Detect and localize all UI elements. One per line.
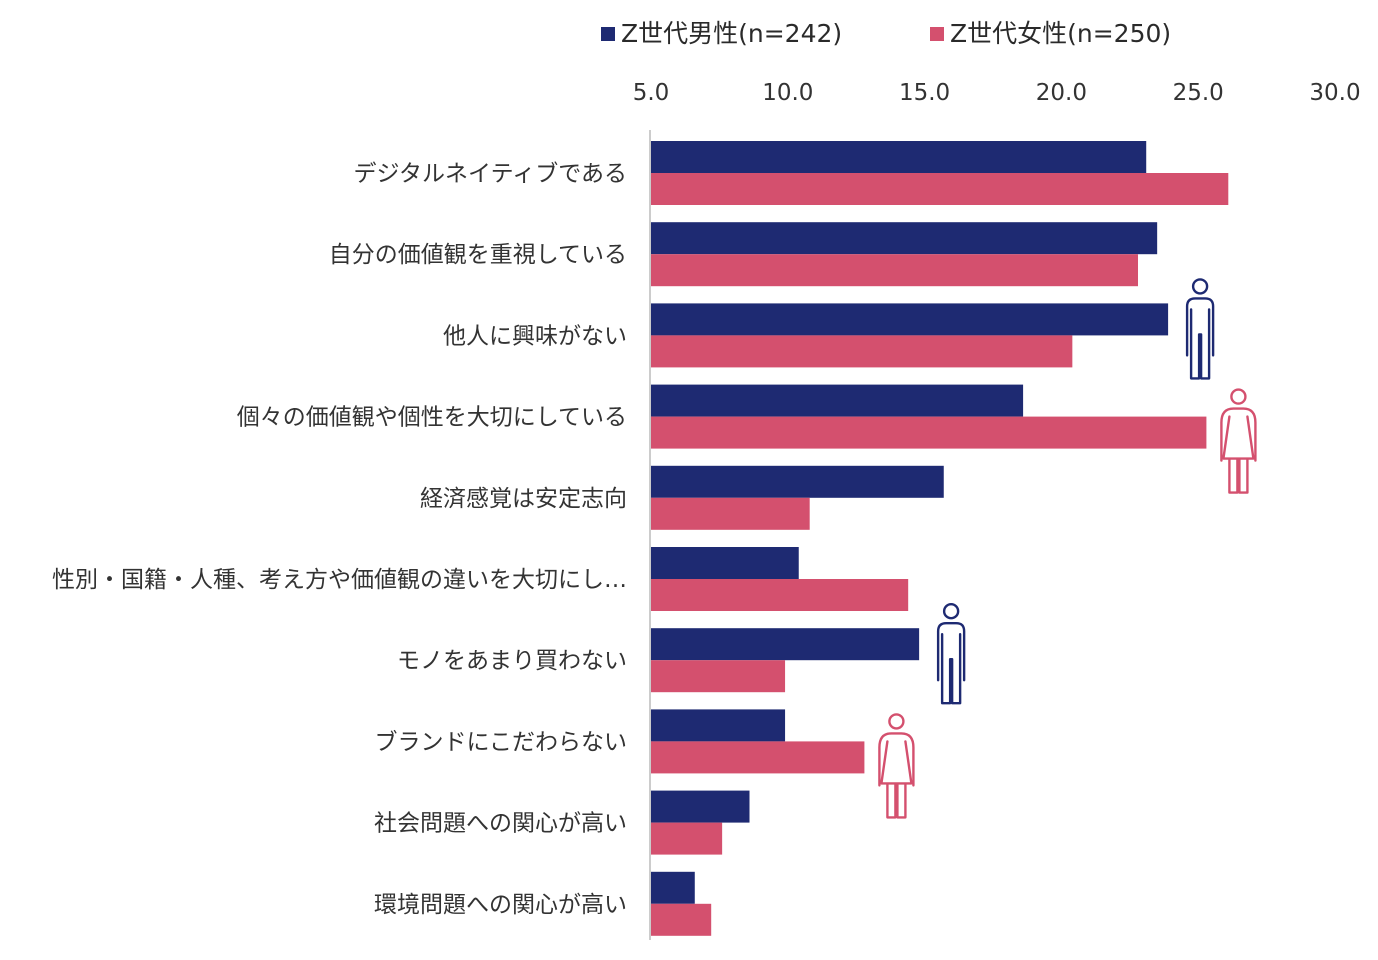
x-tick-label: 10.0 [762, 80, 813, 106]
legend-swatch-0 [601, 27, 615, 41]
legend: Z世代男性(n=242) Z世代女性(n=250) [601, 19, 1171, 48]
category-label: デジタルネイティブである [354, 161, 627, 187]
female-figure-icon [1220, 388, 1257, 494]
female-bar [651, 416, 1207, 449]
x-tick-label: 5.0 [633, 80, 670, 106]
male-bar [651, 547, 799, 579]
male-figure-icon [936, 603, 966, 705]
x-axis-ticks: 5.0 10.0 15.0 20.0 25.0 30.0 [633, 80, 1361, 106]
female-bar [651, 903, 712, 936]
x-tick-label: 20.0 [1036, 80, 1087, 106]
male-bar [651, 709, 786, 742]
category-label: ブランドにこだわらない [374, 729, 627, 755]
female-bar [651, 173, 1229, 205]
male-bar [651, 790, 750, 823]
female-bar [651, 335, 1073, 368]
category-label: 経済感覚は安定志向 [420, 486, 627, 512]
category-label: 他人に興味がない [443, 323, 627, 349]
legend-label-0: Z世代男性(n=242) [621, 19, 842, 48]
male-bar [651, 384, 1024, 417]
category-label: モノをあまり買わない [397, 648, 627, 674]
legend-label-1: Z世代女性(n=250) [950, 19, 1171, 48]
male-bar [651, 465, 944, 498]
male-bar [651, 303, 1169, 336]
category-label: 社会問題への関心が高い [374, 811, 627, 837]
category-label: 性別・国籍・人種、考え方や価値観の違いを大切にし… [52, 567, 627, 593]
female-bar [651, 741, 865, 774]
female-bar [651, 822, 723, 855]
male-bar [651, 141, 1147, 173]
female-bar [651, 254, 1139, 287]
female-figure-icon [878, 713, 915, 819]
legend-swatch-1 [930, 27, 944, 41]
male-bar [651, 871, 695, 904]
female-bar [651, 579, 909, 611]
female-bar [651, 497, 810, 530]
x-tick-label: 15.0 [899, 80, 950, 106]
category-label: 環境問題への関心が高い [374, 892, 627, 918]
bar-series [651, 141, 1229, 936]
male-bar [651, 222, 1158, 255]
category-labels: デジタルネイティブである自分の価値観を重視している他人に興味がない個々の価値観や… [52, 161, 627, 918]
x-tick-label: 25.0 [1173, 80, 1224, 106]
category-label: 個々の価値観や個性を大切にしている [237, 405, 627, 431]
male-figure-icon [1185, 278, 1215, 380]
male-bar [651, 628, 920, 661]
female-bar [651, 660, 786, 693]
category-label: 自分の価値観を重視している [329, 242, 627, 268]
figure-markers [878, 278, 1257, 819]
x-tick-label: 30.0 [1309, 80, 1360, 106]
